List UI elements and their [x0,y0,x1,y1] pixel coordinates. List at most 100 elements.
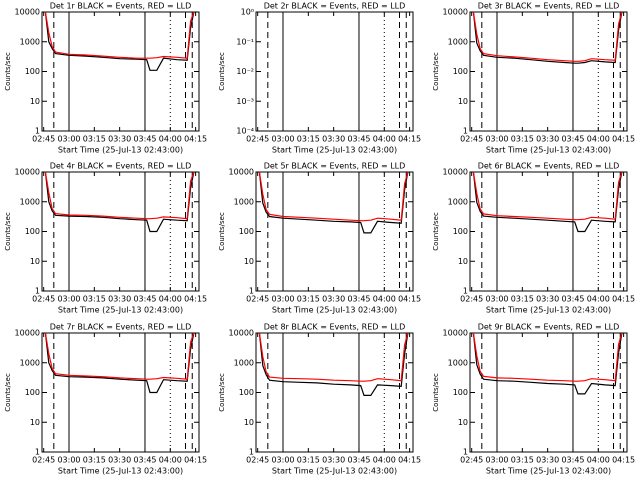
x-tick-label: 03:15 [83,135,106,144]
x-axis-label: Start Time (25-Jul-13 02:43:00) [58,467,183,476]
y-tick-label: 100 [25,388,40,397]
x-tick-label: 03:15 [83,295,106,304]
x-tick-label: 03:30 [322,135,345,144]
y-tick-label: 10⁻⁴ [236,127,254,136]
x-tick-label: 02:45 [460,135,483,144]
x-tick-label: 04:15 [398,295,421,304]
y-tick-label: 10000 [443,8,468,17]
x-axis-label: Start Time (25-Jul-13 02:43:00) [272,146,397,155]
y-tick-label: 100 [453,67,468,76]
panel: Det 8r BLACK = Events, RED = LLD Start Ti… [218,323,421,476]
panel: Det 1r BLACK = Events, RED = LLD Start Ti… [4,2,207,155]
y-tick-label: 10⁻² [236,67,254,76]
y-tick-label: 10 [30,418,40,427]
y-axis-label: Counts/sec [4,52,12,91]
x-tick-label: 02:45 [460,295,483,304]
x-tick-label: 02:45 [246,135,269,144]
y-tick-label: 1 [463,448,468,457]
panel-title: Det 6r BLACK = Events, RED = LLD [478,162,620,171]
x-tick-label: 03:45 [347,135,370,144]
x-tick-label: 04:15 [612,295,635,304]
series-line [472,172,623,221]
y-tick-label: 10 [30,97,40,106]
x-tick-label: 03:15 [511,456,534,465]
y-axis-label: Counts/sec [432,373,440,412]
y-tick-label: 100 [453,227,468,236]
x-tick-label: 03:15 [297,456,320,465]
series-line [44,12,195,59]
y-axis-label: Counts/sec [432,212,440,251]
panel: Det 7r BLACK = Events, RED = LLD Start Ti… [4,323,207,476]
series-line [472,12,623,64]
y-tick-label: 1000 [448,197,468,206]
x-tick-label: 03:45 [133,456,156,465]
y-tick-label: 1000 [20,37,40,46]
series-line [472,333,623,395]
y-tick-label: 10000 [229,168,254,177]
y-tick-label: 1000 [20,197,40,206]
x-tick-label: 03:00 [57,456,80,465]
y-tick-label: 10 [244,418,254,427]
x-tick-label: 04:00 [159,135,182,144]
y-tick-label: 10 [458,257,468,266]
x-tick-label: 04:15 [612,456,635,465]
series-line [258,172,409,234]
series-line [44,172,195,220]
y-axis-label: Counts/sec [218,373,226,412]
x-tick-label: 02:45 [32,135,55,144]
panel-title: Det 3r BLACK = Events, RED = LLD [478,2,620,11]
x-tick-label: 03:45 [561,135,584,144]
panel: Det 4r BLACK = Events, RED = LLD Start Ti… [4,162,207,315]
y-tick-label: 1000 [234,358,254,367]
panel: Det 6r BLACK = Events, RED = LLD Start Ti… [432,162,635,315]
x-tick-label: 04:15 [398,456,421,465]
y-axis-label: Counts/sec [4,212,12,251]
panel: Det 5r BLACK = Events, RED = LLD Start Ti… [218,162,421,315]
y-tick-label: 1000 [448,358,468,367]
y-tick-label: 1 [463,287,468,296]
x-tick-label: 03:30 [322,295,345,304]
y-tick-label: 10000 [15,329,40,338]
series-line [472,172,623,233]
x-axis-label: Start Time (25-Jul-13 02:43:00) [486,306,611,315]
panel-title: Det 2r BLACK = Events, RED = LLD [264,2,406,11]
series-line [472,333,623,382]
x-tick-label: 03:45 [133,135,156,144]
y-axis-label: Counts/sec [4,373,12,412]
y-axis-label: Counts/sec [218,212,226,251]
x-tick-label: 04:15 [612,135,635,144]
panel-title: Det 8r BLACK = Events, RED = LLD [264,323,406,332]
y-tick-label: 10000 [15,8,40,17]
x-tick-label: 04:00 [159,295,182,304]
x-tick-label: 03:15 [511,135,534,144]
y-tick-label: 10⁻³ [236,97,254,106]
x-tick-label: 03:45 [561,456,584,465]
x-tick-label: 03:30 [108,295,131,304]
x-tick-label: 03:30 [322,456,345,465]
panel-title: Det 5r BLACK = Events, RED = LLD [264,162,406,171]
x-tick-label: 03:15 [297,295,320,304]
x-tick-label: 03:30 [536,135,559,144]
y-tick-label: 10 [244,257,254,266]
x-tick-label: 04:15 [184,456,207,465]
x-tick-label: 03:00 [485,456,508,465]
x-tick-label: 03:30 [108,456,131,465]
x-tick-label: 03:30 [536,295,559,304]
x-tick-label: 03:00 [271,456,294,465]
series-line [44,12,195,71]
panel-title: Det 7r BLACK = Events, RED = LLD [50,323,192,332]
x-tick-label: 03:45 [133,295,156,304]
x-tick-label: 03:00 [57,135,80,144]
series-line [258,333,409,382]
x-axis-label: Start Time (25-Jul-13 02:43:00) [272,306,397,315]
x-tick-label: 03:00 [271,135,294,144]
y-tick-label: 100 [25,227,40,236]
x-tick-label: 03:15 [511,295,534,304]
x-axis-label: Start Time (25-Jul-13 02:43:00) [272,467,397,476]
y-tick-label: 1 [35,127,40,136]
series-line [472,12,623,62]
y-tick-label: 10000 [443,329,468,338]
y-tick-label: 1000 [448,37,468,46]
y-tick-label: 1 [463,127,468,136]
